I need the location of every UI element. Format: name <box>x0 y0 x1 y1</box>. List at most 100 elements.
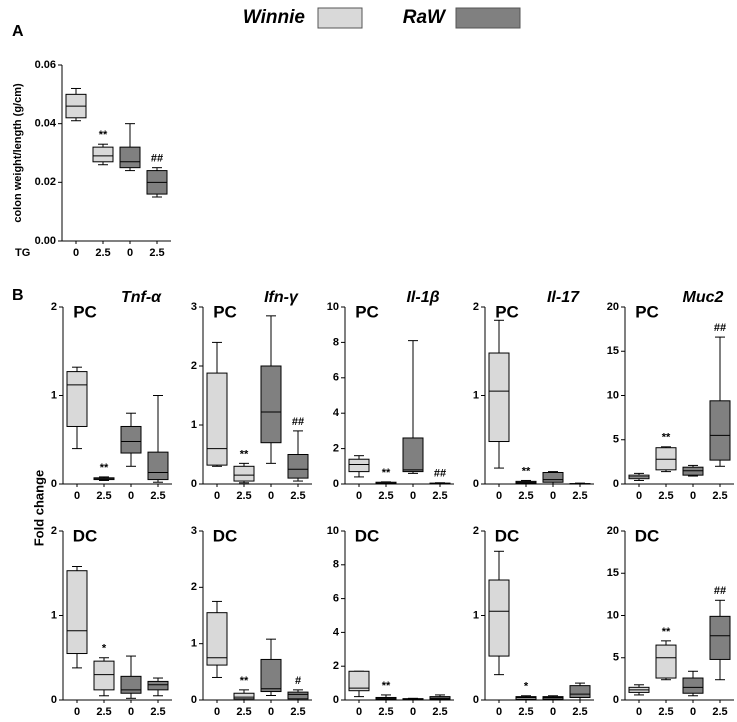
legend-label: Winnie <box>243 7 306 28</box>
x-tick-label: 0 <box>128 706 134 718</box>
x-tick-label: 2.5 <box>96 490 111 502</box>
box <box>709 615 731 660</box>
x-tick-label: 0 <box>636 490 642 502</box>
y-tick-label: 0.00 <box>35 235 56 247</box>
x-tick-label: 2.5 <box>658 490 673 502</box>
box <box>93 660 115 691</box>
x-tick-label: 0 <box>496 706 502 718</box>
region-label: PC <box>73 302 97 321</box>
significance-label: ## <box>292 416 304 428</box>
y-tick-label: 0 <box>51 694 57 706</box>
significance-label: ** <box>240 675 249 687</box>
box <box>92 146 114 163</box>
box <box>233 465 255 482</box>
box <box>120 425 142 454</box>
x-tick-label: 2.5 <box>150 706 165 718</box>
x-tick-label: 2.5 <box>378 490 393 502</box>
x-tick-label: 2.5 <box>149 247 164 259</box>
significance-label: * <box>524 681 529 693</box>
chart-title: Il-17 <box>547 289 580 306</box>
x-tick-label: 2.5 <box>712 490 727 502</box>
x-tick-label: 0 <box>636 706 642 718</box>
significance-label: ## <box>714 585 726 597</box>
y-tick-label: 15 <box>607 567 619 579</box>
x-tick-label: 2.5 <box>290 490 305 502</box>
x-tick-label: 2.5 <box>658 706 673 718</box>
x-tick-label: 0 <box>73 247 79 259</box>
y-tick-label: 10 <box>327 525 339 537</box>
box <box>402 437 424 473</box>
y-tick-label: 0 <box>191 694 197 706</box>
region-label: DC <box>495 526 520 545</box>
x-tick-label: 2.5 <box>572 490 587 502</box>
box <box>260 365 282 444</box>
box <box>66 371 88 427</box>
box <box>119 146 141 169</box>
x-tick-label: 2.5 <box>150 490 165 502</box>
significance-label: ** <box>382 467 391 479</box>
x-tick-label: 2.5 <box>236 490 251 502</box>
x-tick-label: 2.5 <box>432 706 447 718</box>
box <box>682 677 704 694</box>
y-tick-label: 0 <box>613 694 619 706</box>
y-tick-label: 5 <box>613 652 619 664</box>
chart-title: Tnf-α <box>121 289 162 306</box>
y-tick-label: 20 <box>607 525 619 537</box>
box <box>348 458 370 473</box>
region-label: PC <box>635 302 659 321</box>
region-label: PC <box>355 302 379 321</box>
y-tick-label: 4 <box>333 407 340 419</box>
y-tick-label: 6 <box>333 372 339 384</box>
y-tick-label: 8 <box>333 559 339 571</box>
y-tick-label: 0 <box>333 694 339 706</box>
y-tick-label: 8 <box>333 336 339 348</box>
box <box>206 612 228 666</box>
significance-label: ** <box>240 448 249 460</box>
region-label: PC <box>495 302 519 321</box>
y-tick-label: 5 <box>613 434 619 446</box>
y-tick-label: 3 <box>191 525 197 537</box>
box <box>348 670 370 692</box>
box <box>287 454 309 479</box>
x-tick-label: 0 <box>74 490 80 502</box>
y-tick-label: 2 <box>333 443 339 455</box>
y-tick-label: 2 <box>51 301 57 313</box>
box <box>147 451 169 481</box>
region-label: PC <box>213 302 237 321</box>
box <box>569 685 591 698</box>
x-tick-label: 2.5 <box>518 706 533 718</box>
x-tick-label: 2.5 <box>712 706 727 718</box>
y-tick-label: 1 <box>191 638 197 650</box>
x-tick-label: 2.5 <box>95 247 110 259</box>
y-axis-label: Fold change <box>31 470 46 547</box>
x-tick-label: 0 <box>550 490 556 502</box>
x-tick-label: 0 <box>356 490 362 502</box>
significance-label: ** <box>382 680 391 692</box>
x-tick-label: 2.5 <box>518 490 533 502</box>
significance-label: ** <box>662 626 671 638</box>
y-tick-label: 0.06 <box>35 59 56 71</box>
x-tick-label: 0 <box>690 706 696 718</box>
legend-swatch <box>317 7 363 29</box>
x-tick-label: 0 <box>356 706 362 718</box>
box <box>709 400 731 461</box>
y-tick-label: 0.04 <box>35 118 57 130</box>
box <box>488 352 510 443</box>
y-tick-label: 4 <box>333 626 340 638</box>
x-tick-label: 2.5 <box>96 706 111 718</box>
x-tick-label: 2.5 <box>378 706 393 718</box>
x-tick-label: 0 <box>214 706 220 718</box>
y-tick-label: 1 <box>473 389 479 401</box>
y-tick-label: 0 <box>333 478 339 490</box>
panel-label: A <box>12 23 24 40</box>
y-tick-label: 1 <box>191 419 197 431</box>
y-tick-label: 10 <box>327 301 339 313</box>
box <box>120 675 142 694</box>
chart-title: Ifn-γ <box>264 289 299 306</box>
box <box>488 579 510 657</box>
panel-label: B <box>12 287 24 304</box>
y-tick-label: 2 <box>473 301 479 313</box>
region-label: DC <box>213 526 238 545</box>
significance-label: # <box>295 675 301 687</box>
x-tick-label: 2.5 <box>432 490 447 502</box>
